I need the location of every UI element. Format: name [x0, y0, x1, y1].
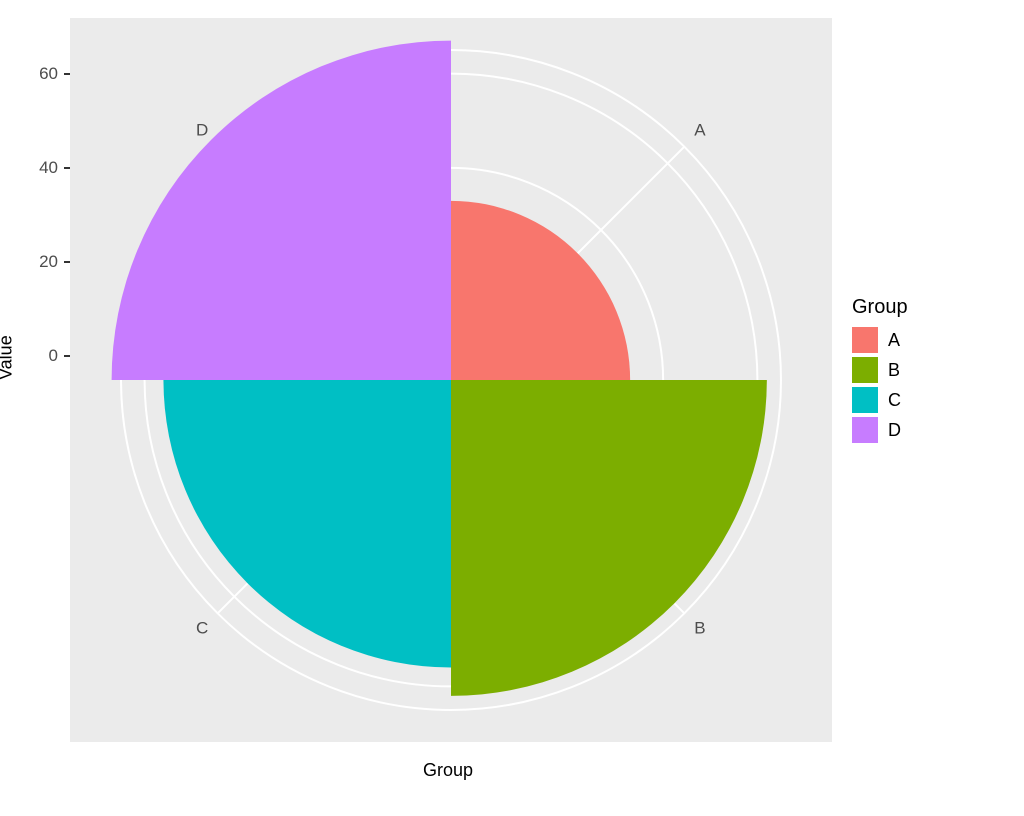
polar-plot-svg: A B C D	[70, 18, 832, 742]
angle-label-A: A	[694, 121, 706, 140]
legend-swatch	[852, 327, 878, 353]
y-axis-title: Value	[0, 335, 17, 380]
legend-swatch	[852, 417, 878, 443]
angle-label-B: B	[694, 618, 705, 637]
legend-label: C	[888, 390, 901, 411]
y-tick-mark	[64, 355, 70, 357]
y-tick-mark	[64, 73, 70, 75]
legend-swatch	[852, 387, 878, 413]
y-tick-label: 20	[34, 252, 58, 272]
legend-items: ABCD	[852, 325, 908, 445]
legend-item-B: B	[852, 355, 908, 385]
legend-title: Group	[852, 296, 908, 319]
y-tick-mark	[64, 167, 70, 169]
plot-panel: A B C D	[70, 18, 832, 742]
legend-swatch	[852, 357, 878, 383]
legend-item-C: C	[852, 385, 908, 415]
legend-label: D	[888, 420, 901, 441]
y-tick-label: 40	[34, 158, 58, 178]
legend: Group ABCD	[852, 296, 908, 445]
y-tick-mark	[64, 261, 70, 263]
chart-stage: ABCD 0204060 Value Group Group ABCD	[0, 0, 1024, 816]
y-tick-label: 0	[34, 346, 58, 366]
y-tick-label: 60	[34, 64, 58, 84]
x-axis-title: Group	[423, 760, 473, 781]
bar-D	[112, 41, 451, 380]
angle-label-C: C	[196, 618, 208, 637]
legend-label: B	[888, 360, 900, 381]
legend-item-D: D	[852, 415, 908, 445]
legend-label: A	[888, 330, 900, 351]
legend-item-A: A	[852, 325, 908, 355]
bar-B	[451, 380, 767, 696]
angle-label-D: D	[196, 121, 208, 140]
